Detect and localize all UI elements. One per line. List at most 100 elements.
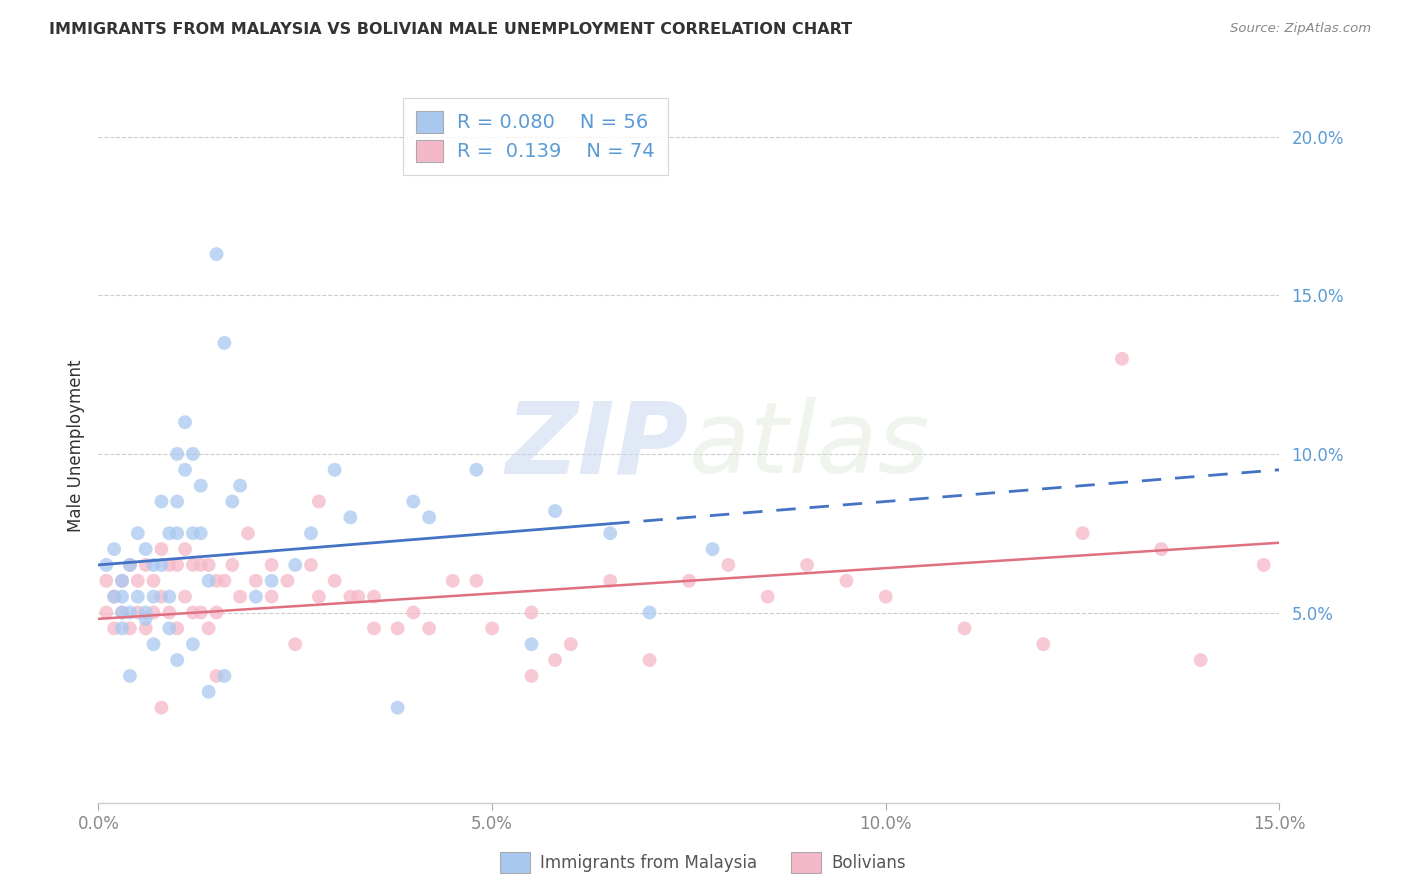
Point [157, 590, 180, 604]
Point [181, 526, 204, 541]
Point [638, 606, 661, 620]
Point [111, 574, 134, 588]
Point [142, 558, 165, 572]
Point [135, 558, 157, 572]
Point [299, 526, 322, 541]
Point [418, 621, 440, 635]
Point [229, 590, 252, 604]
Point [127, 606, 149, 620]
Point [441, 574, 464, 588]
Point [142, 606, 165, 620]
Point [181, 606, 204, 620]
Point [166, 653, 188, 667]
Point [118, 621, 141, 635]
Point [103, 621, 125, 635]
Point [135, 621, 157, 635]
Legend: R = 0.080    N = 56, R =  0.139    N = 74: R = 0.080 N = 56, R = 0.139 N = 74 [404, 98, 668, 175]
Point [1253, 558, 1275, 572]
Point [599, 526, 621, 541]
Point [157, 558, 180, 572]
Point [111, 621, 134, 635]
Point [214, 574, 236, 588]
Point [214, 335, 236, 350]
Point [118, 669, 141, 683]
Point [245, 590, 267, 604]
Point [166, 526, 188, 541]
Point [181, 447, 204, 461]
Point [127, 590, 149, 604]
Point [1111, 351, 1133, 366]
Point [560, 637, 582, 651]
Point [465, 574, 488, 588]
Point [221, 558, 243, 572]
Point [260, 574, 283, 588]
Point [150, 494, 173, 508]
Point [135, 542, 157, 557]
Legend: Immigrants from Malaysia, Bolivians: Immigrants from Malaysia, Bolivians [494, 846, 912, 880]
Point [796, 558, 818, 572]
Point [157, 526, 180, 541]
Point [190, 526, 212, 541]
Point [157, 621, 180, 635]
Point [103, 590, 125, 604]
Point [260, 558, 283, 572]
Point [308, 494, 330, 508]
Point [402, 606, 425, 620]
Text: Source: ZipAtlas.com: Source: ZipAtlas.com [1230, 22, 1371, 36]
Point [157, 606, 180, 620]
Point [402, 494, 425, 508]
Point [387, 700, 409, 714]
Point [181, 637, 204, 651]
Point [520, 637, 543, 651]
Point [127, 574, 149, 588]
Point [1189, 653, 1212, 667]
Text: ZIP: ZIP [506, 398, 689, 494]
Point [166, 558, 188, 572]
Point [1150, 542, 1173, 557]
Point [166, 494, 188, 508]
Point [260, 590, 283, 604]
Point [118, 558, 141, 572]
Point [96, 606, 118, 620]
Point [284, 637, 307, 651]
Point [197, 574, 219, 588]
Text: atlas: atlas [689, 398, 931, 494]
Point [150, 700, 173, 714]
Point [166, 621, 188, 635]
Point [544, 653, 567, 667]
Point [1032, 637, 1054, 651]
Point [197, 685, 219, 699]
Point [638, 653, 661, 667]
Point [190, 558, 212, 572]
Point [339, 510, 361, 524]
Point [135, 606, 157, 620]
Point [284, 558, 307, 572]
Point [166, 447, 188, 461]
Point [599, 574, 621, 588]
Point [197, 621, 219, 635]
Point [229, 478, 252, 492]
Point [190, 606, 212, 620]
Point [174, 542, 197, 557]
Point [323, 463, 346, 477]
Point [520, 669, 543, 683]
Point [150, 590, 173, 604]
Point [387, 621, 409, 635]
Point [118, 558, 141, 572]
Point [1071, 526, 1094, 541]
Point [835, 574, 858, 588]
Point [96, 558, 118, 572]
Point [150, 542, 173, 557]
Point [214, 669, 236, 683]
Point [111, 606, 134, 620]
Point [465, 463, 488, 477]
Point [103, 590, 125, 604]
Point [118, 606, 141, 620]
Point [544, 504, 567, 518]
Point [111, 574, 134, 588]
Point [481, 621, 503, 635]
Point [875, 590, 897, 604]
Point [205, 574, 228, 588]
Point [717, 558, 740, 572]
Point [520, 606, 543, 620]
